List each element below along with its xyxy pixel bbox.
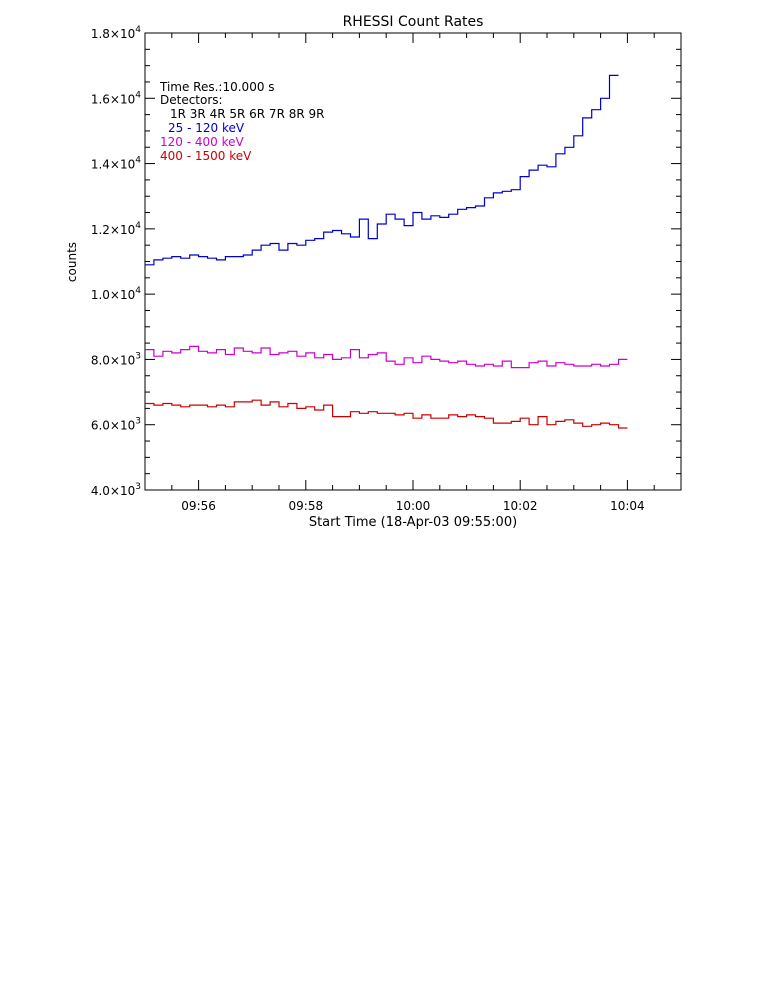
x-axis-ticks: 09:56 09:58 10:00 10:02 10:04 — [171, 33, 655, 513]
x-tick-label: 10:04 — [610, 499, 645, 513]
x-tick-label: 10:02 — [503, 499, 538, 513]
legend-detectors-list: 1R 3R 4R 5R 6R 7R 8R 9R — [170, 107, 324, 121]
legend-series-2: 120 - 400 keV — [160, 135, 244, 149]
x-tick-label: 09:56 — [181, 499, 216, 513]
legend-detectors-label: Detectors: — [160, 93, 223, 107]
y-tick-label: 1.8×104 — [91, 25, 141, 41]
y-tick-label: 6.0×103 — [91, 417, 141, 433]
legend-series-1: 25 - 120 keV — [168, 121, 245, 135]
series-line-3 — [145, 399, 628, 429]
y-tick-label: 1.0×104 — [91, 286, 141, 302]
legend-series-3: 400 - 1500 keV — [160, 149, 252, 163]
y-tick-label: 4.0×103 — [91, 482, 141, 498]
y-axis-ticks: 4.0×103 6.0×103 8.0×103 1.0×104 1.2×104 1.4×1… — [91, 25, 681, 498]
legend-time-res: Time Res.:10.000 s — [159, 80, 275, 94]
x-axis-label: Start Time (18-Apr-03 09:55:00) — [309, 515, 517, 530]
y-axis-label: counts — [65, 242, 79, 282]
y-tick-label: 8.0×103 — [91, 351, 141, 367]
chart-title: RHESSI Count Rates — [343, 14, 484, 30]
y-tick-label: 1.6×104 — [91, 90, 141, 106]
series-line-2 — [145, 345, 628, 369]
y-tick-label: 1.2×104 — [91, 221, 141, 237]
y-tick-label: 1.4×104 — [91, 156, 141, 172]
x-tick-label: 10:00 — [396, 499, 431, 513]
legend: Time Res.:10.000 s Detectors: 1R 3R 4R 5… — [159, 80, 324, 163]
series-line-1 — [145, 74, 619, 266]
series-layer — [145, 74, 628, 429]
x-tick-label: 09:58 — [289, 499, 324, 513]
